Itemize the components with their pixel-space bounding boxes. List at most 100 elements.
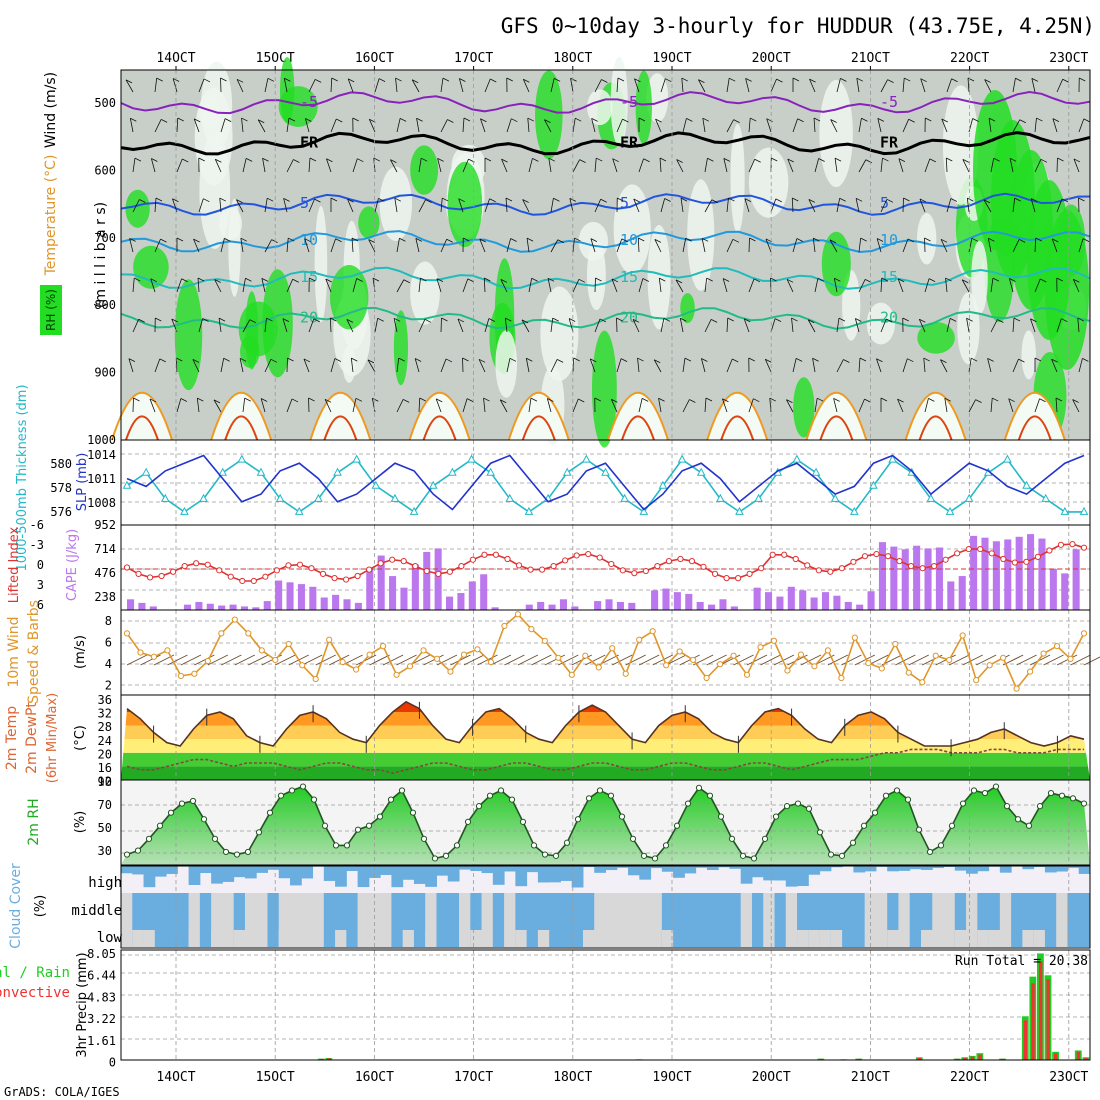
wind-barb-flag [929,158,936,163]
wind-barb [660,318,665,333]
wind-barb [550,198,554,213]
cape-bar [275,580,283,610]
wind10-line-point [568,671,575,678]
wind-barb-flag [971,237,979,242]
wind-barb-flag [240,237,247,242]
lifted-index-line-point [273,567,280,574]
wind-barb-flag [590,358,597,363]
wind10-barb [194,654,215,666]
cloud-high-bar [695,866,708,868]
wind-barb-flag [138,318,145,323]
wind-barb-flag [919,198,927,203]
wind-barb-flag [611,278,619,283]
wind-barb [658,398,662,413]
rh2m-line-point [750,855,758,862]
rh2m-line-point [365,822,373,829]
rh2m-line-point [673,822,681,829]
wind-barb-flag [372,397,379,402]
wind-barb [897,278,904,293]
wind-barb [814,158,820,173]
wind-barb-flag [987,358,994,362]
wind-barb-flag [754,158,761,163]
wind-barb [836,359,844,373]
wind10-line-point [663,662,670,669]
rh2m-line-point [739,852,747,859]
rh-blob [133,245,169,289]
lifted-index-line-point [642,567,649,575]
wind-barb-flag [331,77,338,82]
wind-barb-flag [458,198,465,203]
rh2m-line-point [596,787,604,794]
cloud-mid-bar [661,893,674,947]
wind-barb-flag [880,397,888,402]
wind10-title: 10m Wind [6,616,22,687]
wind-barb-flag [442,77,450,82]
wind10-line-point [1067,655,1074,662]
wind-barb-flag [834,277,841,282]
wind-barb [528,278,533,293]
temp-band [121,766,1090,780]
cloud-low-bar [402,930,415,947]
wind-barb-flag [155,317,162,322]
wind-barb-flag [282,318,290,322]
wind-barb [946,318,951,333]
cloud-mid-bar [470,893,483,947]
cloud-high-bar [571,866,584,888]
hot-isotherm [819,415,854,441]
cape-bar [206,603,214,610]
wind-barb-flag [591,118,598,122]
wind-barb [396,279,405,293]
wind-barb [506,238,512,253]
wind-barb [1056,198,1063,213]
wind-barb-flag [552,317,559,322]
wind-barb-flag [940,238,948,243]
lifted-index-line-point [504,555,511,563]
wind-barb [440,198,443,213]
wind-barb [218,318,222,333]
wind-barb [792,358,797,373]
cloud-low-bar [954,930,967,947]
wind-barb-flag [655,118,662,123]
wind-barb [569,198,574,213]
precip-convective-bar [1001,1058,1005,1060]
precip-tick-label: 6.44 [87,969,116,983]
wind-barb-flag [326,158,333,163]
lifted-index-line-point [734,575,742,582]
wind-barb [528,158,533,173]
thickness-line-point [830,493,840,502]
wind-barb-flag [309,157,317,162]
wind-barb-flag [701,358,708,362]
cloud-high-bar [1056,866,1068,872]
cloud-low-bar [920,930,933,947]
wind-barb-flag [348,78,355,83]
rh2m-line-point [871,809,879,816]
wind-barb [679,318,684,333]
wind-barb-flag [1061,318,1068,323]
wind-barb [550,359,558,373]
wind-barb [704,199,713,213]
cape-bar [878,542,886,610]
cloud-high-bar [413,866,426,884]
rh2m-line-point [607,792,615,799]
wind-barb [1031,78,1036,93]
cloud-mid-bar [481,893,494,947]
wind-barb-flag [155,197,163,202]
cape-bar [446,596,454,610]
cape-bar [434,548,442,610]
wind-barb-flag [637,357,644,362]
wind-barb [944,398,948,413]
rh2m-line-point [926,848,934,856]
rh2m-line-point [431,855,439,862]
wind-barb [987,358,992,373]
cloud-low-bar [932,930,945,947]
wind10-line-point [959,632,966,639]
isotherm-label: 15 [880,268,898,286]
wind-barb-flag [261,278,269,282]
hot-isotherm [1017,415,1052,441]
cloud-high-bar [887,866,899,872]
cloud-mid-bar [740,893,753,947]
wind-barb-flag [578,398,585,403]
thickness-line-point [141,467,151,476]
wind10-barb [436,654,458,666]
